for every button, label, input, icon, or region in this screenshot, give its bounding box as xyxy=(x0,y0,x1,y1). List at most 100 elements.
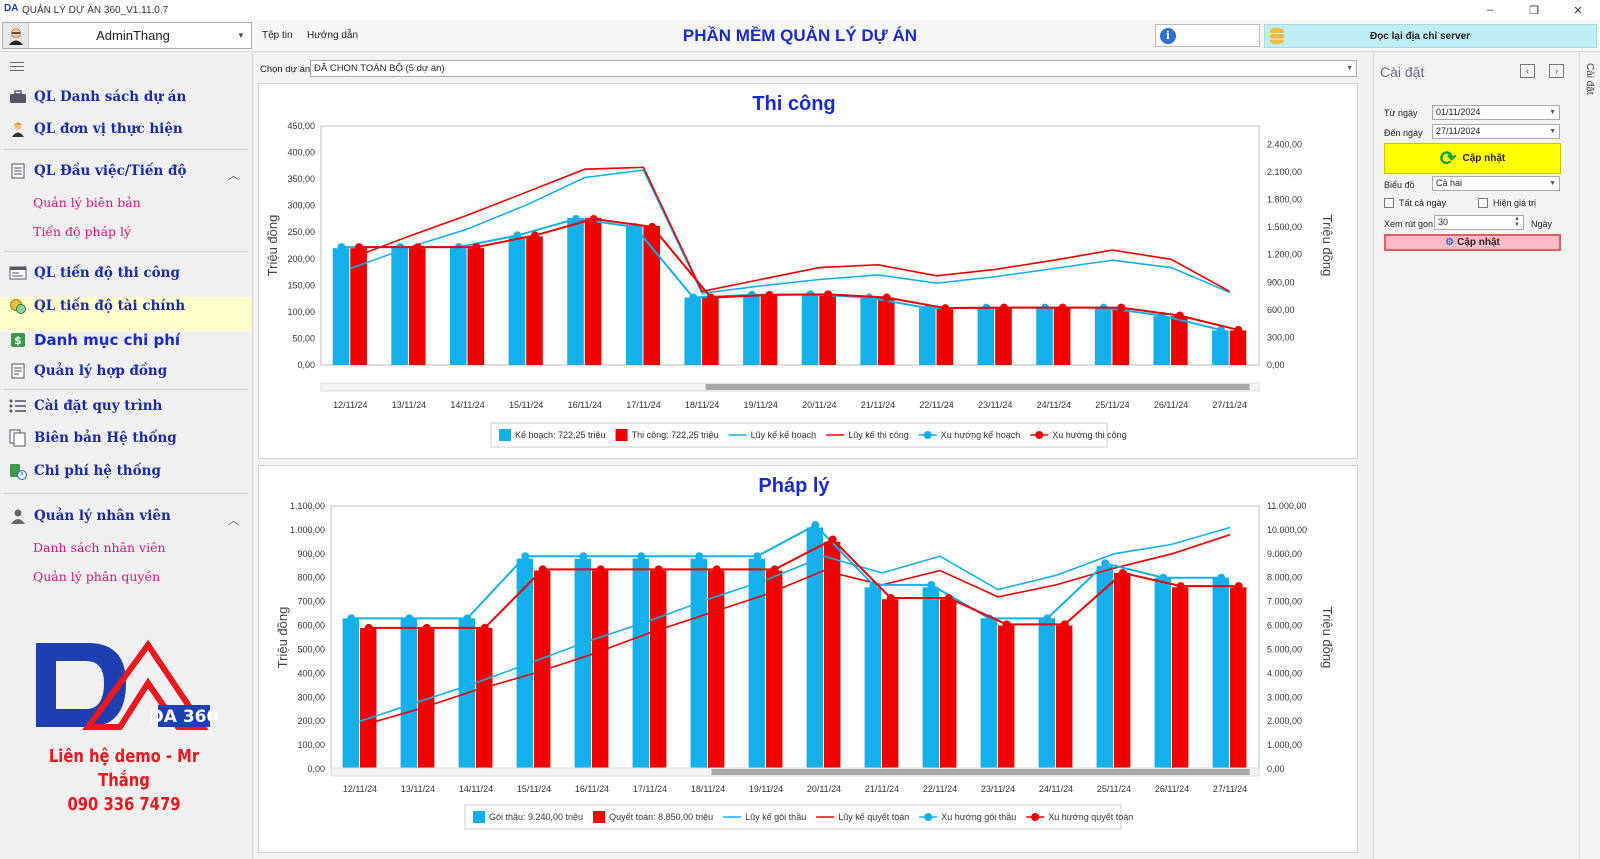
logo-text: DA 360 xyxy=(150,707,218,727)
trend-point xyxy=(480,623,489,632)
sidebar-item-process-settings[interactable]: Cài đặt quy trình xyxy=(8,398,162,414)
project-select[interactable]: ĐÃ CHỌN TOÀN BỘ (5 dự án) ▼ xyxy=(310,60,1357,77)
checkbox-box[interactable] xyxy=(1384,198,1394,208)
trend-point xyxy=(1043,614,1052,623)
series-line xyxy=(350,169,1230,295)
settings-title: Cài đặt xyxy=(1380,64,1425,80)
trend-point xyxy=(572,214,581,223)
chart-legend xyxy=(490,422,1108,448)
y-tick-label: 500,00 xyxy=(297,644,325,654)
compact-days-input[interactable]: 30 ▲ ▼ xyxy=(1434,215,1524,230)
bar xyxy=(980,618,997,769)
y2-tick-label: 2.000,00 xyxy=(1267,716,1302,726)
top-bar: AdminThang ▼ Tệp tin Hướng dẫn PHẦN MỀM … xyxy=(0,20,1600,52)
dollar-icon: $ xyxy=(8,332,28,348)
legend-entry: Lũy kế thi công xyxy=(848,430,909,440)
chevron-up-icon[interactable]: ︿ xyxy=(228,170,239,182)
menu-help[interactable]: Hướng dẫn xyxy=(307,30,359,41)
divider xyxy=(4,389,248,390)
bar xyxy=(1112,308,1130,365)
chevron-down-icon: ▼ xyxy=(1549,128,1556,135)
sidebar-item-contracts[interactable]: Quản lý hợp đồng xyxy=(8,363,167,379)
y-tick-label: 450,00 xyxy=(287,121,315,131)
x-tick-label: 27/11/24 xyxy=(1213,400,1247,410)
x-tick-label: 16/11/24 xyxy=(575,784,609,794)
update-button[interactable]: ⟳ Cập nhật xyxy=(1384,143,1561,174)
divider xyxy=(4,251,248,252)
bar xyxy=(708,570,725,769)
y-tick-label: 100,00 xyxy=(287,307,315,317)
sidebar-subitem-legal-progress[interactable]: Tiến độ pháp lý xyxy=(33,224,132,239)
sidebar-item-system-minutes[interactable]: Biên bản Hệ thống xyxy=(8,429,177,447)
y2-tick-label: 1.800,00 xyxy=(1267,195,1302,205)
reload-server-button[interactable]: Đọc lại địa chỉ server xyxy=(1264,24,1597,48)
legend-entry: Xu hướng kế hoạch xyxy=(941,430,1020,440)
bar xyxy=(567,217,584,365)
y-tick-label: 250,00 xyxy=(287,227,315,237)
bar xyxy=(534,570,551,769)
all-days-checkbox[interactable]: Tất cả ngày xyxy=(1384,198,1446,208)
from-date-input[interactable]: 01/11/2024 ▼ xyxy=(1432,105,1560,120)
trend-point xyxy=(413,243,422,252)
sidebar-item-tasks[interactable]: QL Đầu việc/Tiến độ xyxy=(8,163,186,179)
legend-swatch xyxy=(593,811,606,823)
bar xyxy=(1038,618,1055,769)
info-field[interactable]: i xyxy=(1155,24,1260,47)
x-tick-label: 25/11/24 xyxy=(1097,784,1131,794)
to-date-input[interactable]: 27/11/2024 ▼ xyxy=(1432,124,1560,139)
to-date-label: Đến ngày xyxy=(1384,128,1423,138)
next-icon[interactable]: › xyxy=(1549,64,1564,78)
update-button-label: Cập nhật xyxy=(1457,237,1500,248)
contact-info: Liên hệ demo - Mr Thắng 090 336 7479 xyxy=(22,745,225,817)
list-icon xyxy=(8,398,28,414)
menu-file[interactable]: Tệp tin xyxy=(262,30,293,41)
show-value-checkbox[interactable]: Hiện giá trị xyxy=(1478,198,1536,208)
y2-tick-label: 4.000,00 xyxy=(1267,668,1302,678)
sidebar-item-staff[interactable]: Quản lý nhân viên xyxy=(8,508,171,524)
bar xyxy=(1229,330,1247,365)
sidebar-item-units[interactable]: QL đơn vị thực hiện xyxy=(8,121,183,137)
x-tick-label: 16/11/24 xyxy=(568,400,602,410)
sidebar-item-projects[interactable]: QL Danh sách dự án xyxy=(8,89,186,105)
user-dropdown[interactable]: AdminThang ▼ xyxy=(2,22,252,49)
sidebar-item-finance-progress[interactable]: QL tiến độ tài chính xyxy=(8,298,185,314)
trend-point xyxy=(1176,582,1185,591)
chevron-up-icon[interactable]: ︿ xyxy=(228,515,239,527)
trend-point xyxy=(1159,573,1168,582)
update-button-secondary[interactable]: ⚙ Cập nhật xyxy=(1384,234,1561,251)
x-tick-label: 14/11/24 xyxy=(459,784,493,794)
contract-icon xyxy=(8,363,28,379)
sidebar-subitem-staff-list[interactable]: Danh sách nhân viên xyxy=(33,540,166,555)
active-item-highlight xyxy=(0,297,252,331)
legend-swatch-dot xyxy=(923,431,932,439)
chart-type-select[interactable]: Cả hai ▼ xyxy=(1432,176,1560,191)
sidebar-item-system-costs[interactable]: Chi phí hệ thống xyxy=(8,463,161,480)
checkbox-box[interactable] xyxy=(1478,198,1488,208)
x-tick-label: 20/11/24 xyxy=(807,784,841,794)
minimize-button[interactable]: – xyxy=(1486,4,1494,16)
y2-tick-label: 5.000,00 xyxy=(1267,644,1302,654)
restore-button[interactable]: ❐ xyxy=(1529,4,1539,17)
prev-icon[interactable]: ‹ xyxy=(1520,64,1535,78)
sidebar-subitem-minutes[interactable]: Quản lý biên bản xyxy=(33,195,141,210)
bar xyxy=(748,558,765,769)
sidebar-item-construction-progress[interactable]: QL tiến độ thi công xyxy=(8,265,180,281)
close-button[interactable]: ✕ xyxy=(1573,4,1583,17)
y2-tick-label: 1.000,00 xyxy=(1267,740,1302,750)
info-icon[interactable]: i xyxy=(1160,28,1176,44)
hamburger-menu-icon[interactable] xyxy=(10,62,24,74)
x-tick-label: 25/11/24 xyxy=(1095,400,1129,410)
sidebar-item-cost-catalog[interactable]: $ Danh mục chi phí xyxy=(8,331,180,349)
x-tick-label: 15/11/24 xyxy=(517,784,551,794)
y-tick-label: 300,00 xyxy=(287,201,315,211)
trend-point xyxy=(1234,582,1243,591)
bar xyxy=(526,236,543,365)
y-tick-label: 200,00 xyxy=(297,716,325,726)
series-line xyxy=(359,526,1231,722)
sidebar-subitem-permissions[interactable]: Quản lý phân quyền xyxy=(33,569,161,584)
settings-side-tab[interactable]: Cài đặt xyxy=(1579,53,1600,859)
sidebar-item-label: QL tiến độ thi công xyxy=(34,265,180,281)
chart-scrollbar-thumb xyxy=(711,769,1250,775)
spinner-icon[interactable]: ▲ ▼ xyxy=(1514,216,1520,228)
sidebar-item-label: QL đơn vị thực hiện xyxy=(34,121,183,137)
